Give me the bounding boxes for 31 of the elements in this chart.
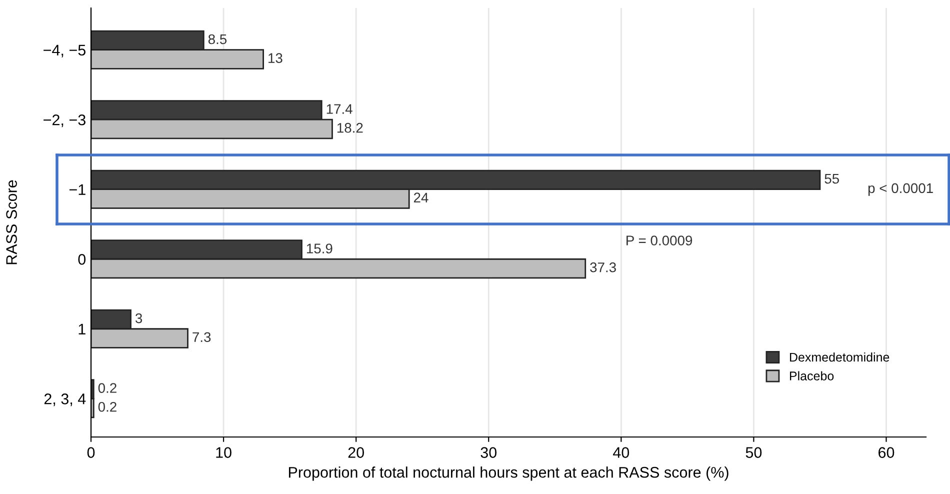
data-label: 17.4: [326, 104, 352, 114]
data-label: 3: [135, 313, 142, 324]
data-label: 8.5: [208, 34, 227, 44]
data-label: 24: [414, 192, 428, 202]
annotation: p < 0.0001: [868, 183, 933, 196]
y-tick-label: −1: [69, 184, 86, 195]
x-tick-label: 10: [216, 447, 232, 458]
x-tick-label: 60: [878, 447, 894, 458]
y-tick-label: 2, 3, 4: [44, 394, 86, 406]
y-tick-label: −2, −3: [44, 114, 86, 128]
x-tick-label: 50: [746, 447, 762, 458]
y-tick-label: 1: [78, 324, 86, 334]
data-label: 15.9: [306, 244, 332, 254]
data-label: 7.3: [192, 332, 211, 342]
y-tick-label: −4, −5: [44, 44, 86, 58]
legend-label: Placebo: [790, 371, 834, 380]
data-label: 0.2: [98, 402, 116, 412]
annotation: P = 0.0009: [626, 236, 692, 246]
y-axis-title: RASS Score: [6, 180, 17, 264]
data-label: 13: [268, 53, 282, 63]
data-label: 18.2: [337, 122, 363, 133]
data-label: 55: [824, 174, 839, 184]
x-tick-label: 40: [613, 447, 630, 458]
data-label: 0.2: [98, 383, 116, 393]
y-tick-label: 0: [78, 254, 86, 265]
x-tick-label: 0: [87, 447, 95, 458]
x-tick-label: 30: [480, 447, 497, 458]
data-label: 37.3: [590, 262, 616, 272]
x-tick-label: 20: [348, 447, 364, 458]
x-axis-title: Proportion of total nocturnal hours spent at each RASS score (%): [288, 466, 728, 481]
legend-label: Dexmedetomidine: [790, 352, 890, 362]
